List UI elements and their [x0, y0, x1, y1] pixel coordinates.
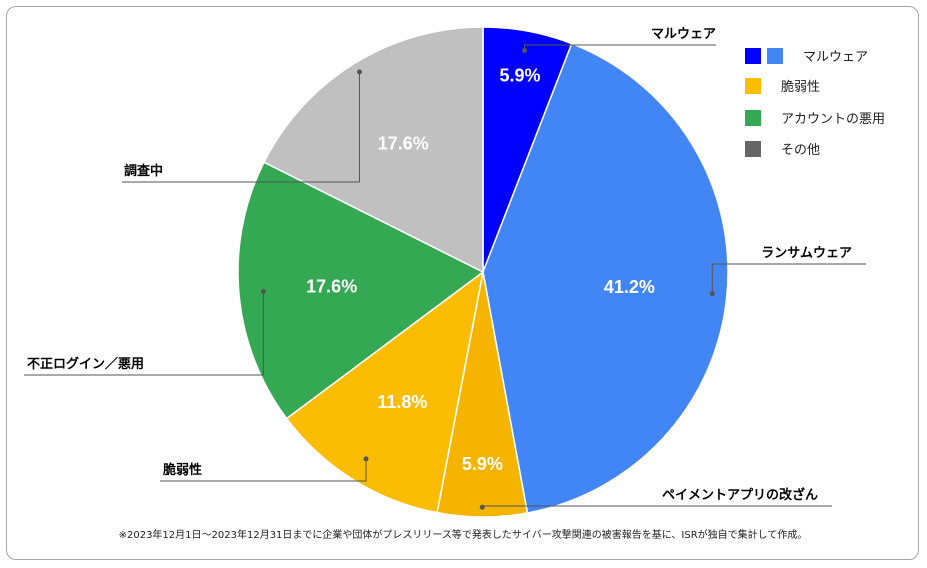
callout-line-5 [122, 71, 360, 183]
slice-value-label-4: 17.6% [306, 276, 357, 296]
callout-line-2 [481, 505, 832, 508]
legend-item-other: その他 [745, 141, 820, 158]
legend-item-vulnerability: 脆弱性 [745, 78, 820, 95]
callout-label-1: ランサムウェア [761, 246, 852, 261]
pie-slice-3 [285, 270, 485, 514]
legend-swatch-malware-dark [745, 48, 761, 64]
pie-slice-4 [237, 161, 485, 420]
legend-swatch-vulnerability [745, 78, 761, 94]
callout-line-0 [524, 44, 716, 51]
legend-swatch-other [745, 141, 761, 157]
callout-line-1 [711, 263, 866, 294]
slice-value-label-3: 11.8% [377, 392, 427, 412]
slice-value-label-2: 5.9% [462, 454, 503, 474]
legend-label-vulnerability: 脆弱性 [781, 79, 820, 95]
pie-slice-5 [263, 26, 484, 274]
slice-value-label-5: 17.6% [378, 134, 429, 154]
legend-swatch-account-abuse [745, 110, 761, 126]
pie-slice-1 [482, 42, 729, 514]
legend-label-malware: マルウェア [803, 50, 868, 65]
footnote: ※2023年12月1日～2023年12月31日までに企業や団体がプレスリリース等… [119, 528, 808, 541]
legend-item-account-abuse: アカウントの悪用 [745, 110, 885, 127]
callout-label-0: マルウェア [651, 27, 716, 42]
slice-value-label-1: 41.2% [604, 277, 655, 297]
callout-label-2: ペイメントアプリの改ざん [662, 487, 818, 503]
legend-item-malware: マルウェア [745, 48, 868, 65]
legend-label-other: その他 [781, 143, 820, 158]
callout-line-4 [24, 291, 264, 376]
callout-label-3: 脆弱性 [162, 462, 202, 478]
slice-value-label-0: 5.9% [500, 66, 541, 86]
legend-label-account-abuse: アカウントの悪用 [781, 112, 885, 127]
callout-line-3 [160, 458, 367, 482]
legend-swatch-malware-light [767, 48, 783, 64]
callout-label-4: 不正ログイン／悪用 [27, 356, 144, 372]
callout-label-5: 調査中 [124, 163, 163, 179]
legend: マルウェア 脆弱性 アカウントの悪用 その他 [745, 48, 885, 158]
